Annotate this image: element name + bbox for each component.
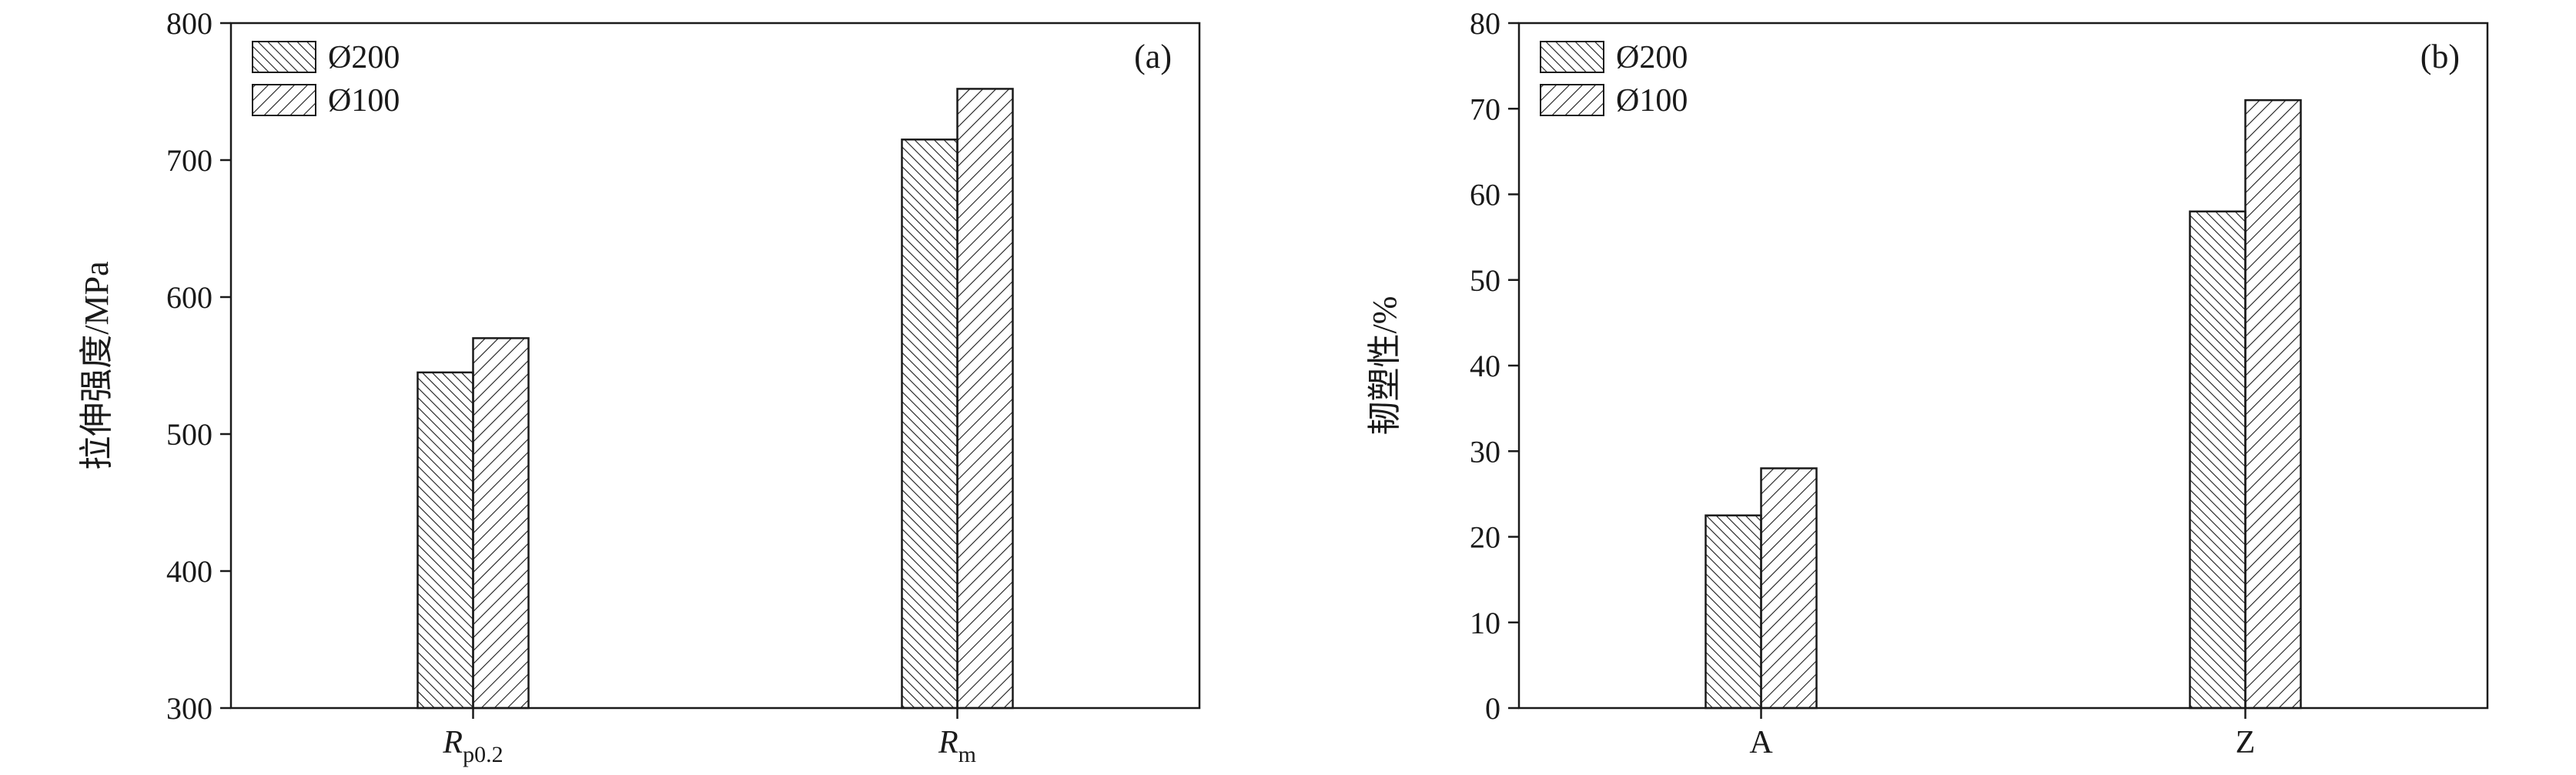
x-category-label: Rm (938, 725, 976, 767)
legend-swatch (252, 41, 316, 73)
y-tick-label: 10 (1470, 606, 1500, 640)
plot-frame (229, 22, 1201, 710)
y-tick-label: 0 (1485, 691, 1500, 726)
chart-b-svg: 0 10 20 30 40 50 60 70 80 A Z Ø200 Ø100 (b) 韧塑性/% (1366, 6, 2489, 760)
x-category-label: Rp0.2 (442, 725, 503, 767)
panel-label: (a) (1134, 38, 1172, 75)
y-tick-label: 800 (166, 6, 212, 41)
y-tick-label: 500 (166, 417, 212, 452)
y-tick-label: 600 (166, 280, 212, 315)
chart-a-svg: 300 400 500 600 700 800 Rp0.2 Rm Ø200 Ø100 (a) 拉伸强度… (78, 6, 1201, 767)
legend-swatch (1540, 41, 1604, 73)
bar-series-1-cat-1 (956, 88, 1014, 710)
y-tick-label: 400 (166, 554, 212, 589)
y-tick-label: 70 (1470, 92, 1500, 126)
bar-series-0-cat-1 (901, 139, 958, 710)
y-axis-label: 拉伸强度/MPa (78, 261, 115, 469)
chart-panel-b: 0 10 20 30 40 50 60 70 80 A Z Ø200 Ø100 (b) 韧塑性/% (1288, 0, 2576, 771)
legend-label: Ø200 (1616, 40, 1688, 75)
y-axis-label: 韧塑性/% (1366, 296, 1403, 436)
bar-series-0-cat-1 (2189, 210, 2246, 710)
y-tick-label: 50 (1470, 263, 1500, 298)
legend-swatch (252, 84, 316, 116)
y-tick-label: 300 (166, 691, 212, 726)
bar-series-1-cat-0 (472, 337, 530, 710)
legend-label: Ø200 (328, 40, 400, 75)
y-tick-label: 60 (1470, 178, 1500, 212)
y-tick-label: 700 (166, 143, 212, 178)
chart-panel-a: 300 400 500 600 700 800 Rp0.2 Rm Ø200 Ø100 (a) 拉伸强度… (0, 0, 1288, 771)
legend-label: Ø100 (1616, 83, 1688, 119)
y-tick-label: 20 (1470, 520, 1500, 555)
panel-label: (b) (2420, 38, 2460, 75)
y-tick-label: 30 (1470, 434, 1500, 469)
bar-series-1-cat-0 (1760, 467, 1818, 710)
legend-label: Ø100 (328, 83, 400, 119)
bar-series-0-cat-0 (1705, 514, 1762, 710)
x-category-label: Z (2236, 725, 2256, 760)
x-category-label: A (1749, 725, 1773, 760)
y-tick-label: 80 (1470, 6, 1500, 41)
bar-series-0-cat-0 (417, 371, 474, 710)
plot-frame (1517, 22, 2489, 710)
bar-series-1-cat-1 (2244, 99, 2302, 710)
y-tick-label: 40 (1470, 349, 1500, 383)
legend-swatch (1540, 84, 1604, 116)
